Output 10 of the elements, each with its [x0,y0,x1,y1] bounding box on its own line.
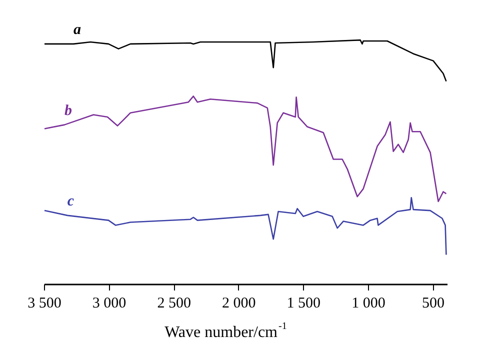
series-label: a [74,22,82,38]
x-tick-label: 1 000 [352,295,386,312]
x-tick-label: 3 000 [92,295,126,312]
x-tick-label: 2 500 [157,295,191,312]
x-tick-label: 1 500 [286,295,321,312]
x-tick-label: 500 [422,295,444,312]
series-label: b [64,102,72,119]
x-tick-label: 2 000 [222,295,256,312]
x-tick-label: 3 500 [28,295,62,312]
series-label: c [67,193,74,210]
